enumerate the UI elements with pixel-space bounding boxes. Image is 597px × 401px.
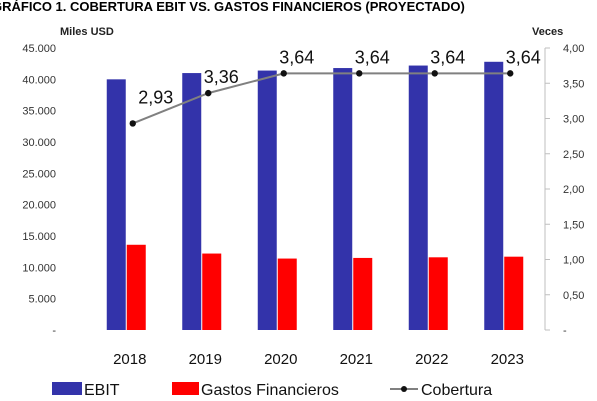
y-right-tick-label: 1,00 xyxy=(563,255,584,267)
legend: EBIT Gastos Financieros Cobertura xyxy=(52,382,492,399)
legend-swatch-ebit xyxy=(52,382,82,395)
y-right-tick-label: 3,00 xyxy=(563,114,584,126)
category-labels: 2018 2019 2020 2021 2022 2023 xyxy=(113,351,524,368)
y-right-tick-label: 1,50 xyxy=(563,219,584,231)
legend-marker-cobertura xyxy=(401,386,407,392)
gastos-financieros-bar-2018 xyxy=(126,244,146,330)
coverage-data-label: 3,64 xyxy=(506,47,541,67)
coverage-data-label: 2,93 xyxy=(138,87,173,107)
category-label-2021: 2021 xyxy=(340,351,373,368)
y-left-tick-label: 45.000 xyxy=(22,43,56,55)
y-left-tick-label: 10.000 xyxy=(22,262,56,274)
y-left-tick-label: - xyxy=(52,325,56,337)
legend-label-gastos-financieros: Gastos Financieros xyxy=(201,382,339,399)
y-right-tick-label: 2,00 xyxy=(563,184,584,196)
chart-title: GRÁFICO 1. COBERTURA EBIT VS. GASTOS FIN… xyxy=(0,0,465,14)
coverage-data-label: 3,64 xyxy=(430,47,465,67)
y-left-tick-label: 5.000 xyxy=(28,294,56,306)
y-left-tick-label: 25.000 xyxy=(22,168,56,180)
coverage-point-2018 xyxy=(129,120,136,127)
coverage-data-label: 3,36 xyxy=(204,67,239,87)
ebit-bar-2019 xyxy=(182,73,202,331)
y-right-tick-label: 4,00 xyxy=(563,43,584,55)
ebit-bar-2023 xyxy=(484,61,504,330)
category-label-2018: 2018 xyxy=(113,351,146,368)
legend-swatch-gastos-financieros xyxy=(172,382,199,395)
coverage-data-label: 3,64 xyxy=(355,47,390,67)
y-left-ticks: - 5.000 10.000 15.000 20.000 25.000 30.000 35.0… xyxy=(22,43,56,337)
legend-label-cobertura: Cobertura xyxy=(421,382,492,399)
gastos-financieros-bar-2020 xyxy=(277,258,297,330)
coverage-line-group: 2,93 3,36 3,64 3,64 3,64 3,64 xyxy=(129,47,541,127)
ebit-bar-2022 xyxy=(408,65,428,331)
y-right-tick-label: 3,50 xyxy=(563,78,584,90)
y-right-tick-label: 0,50 xyxy=(563,290,584,302)
y-left-tick-label: 40.000 xyxy=(22,74,56,86)
ebit-bar-2020 xyxy=(257,70,277,330)
gastos-financieros-bar-2023 xyxy=(504,256,524,330)
ebit-bar-2021 xyxy=(333,68,353,330)
coverage-point-2019 xyxy=(205,89,212,97)
category-label-2020: 2020 xyxy=(264,351,297,368)
category-label-2022: 2022 xyxy=(415,351,448,368)
y-left-tick-label: 15.000 xyxy=(22,231,56,243)
coverage-point-2022 xyxy=(431,70,438,77)
y-right-axis-title: Veces xyxy=(532,26,563,38)
y-right-tick-label: 2,50 xyxy=(563,149,584,161)
y-left-axis-title: Miles USD xyxy=(60,26,114,38)
y-right-tick-label: - xyxy=(563,325,567,337)
category-label-2019: 2019 xyxy=(189,351,222,368)
category-label-2023: 2023 xyxy=(491,351,524,368)
legend-label-ebit: EBIT xyxy=(84,382,120,399)
y-right-ticks: - 0,50 1,00 1,50 2,00 2,50 3,00 3,50 4,00 xyxy=(545,43,584,337)
bars-group xyxy=(106,61,524,331)
coverage-data-label: 3,64 xyxy=(279,47,314,67)
y-left-tick-label: 35.000 xyxy=(22,106,56,118)
y-left-tick-label: 30.000 xyxy=(22,137,56,149)
coverage-point-2021 xyxy=(356,70,363,77)
coverage-point-2020 xyxy=(280,70,287,77)
gastos-financieros-bar-2019 xyxy=(202,253,222,330)
gastos-financieros-bar-2021 xyxy=(353,257,373,330)
coverage-point-2023 xyxy=(507,70,514,77)
coverage-line xyxy=(132,72,511,125)
gastos-financieros-bar-2022 xyxy=(428,257,448,330)
ebit-bar-2018 xyxy=(106,79,126,330)
y-left-tick-label: 20.000 xyxy=(22,200,56,212)
